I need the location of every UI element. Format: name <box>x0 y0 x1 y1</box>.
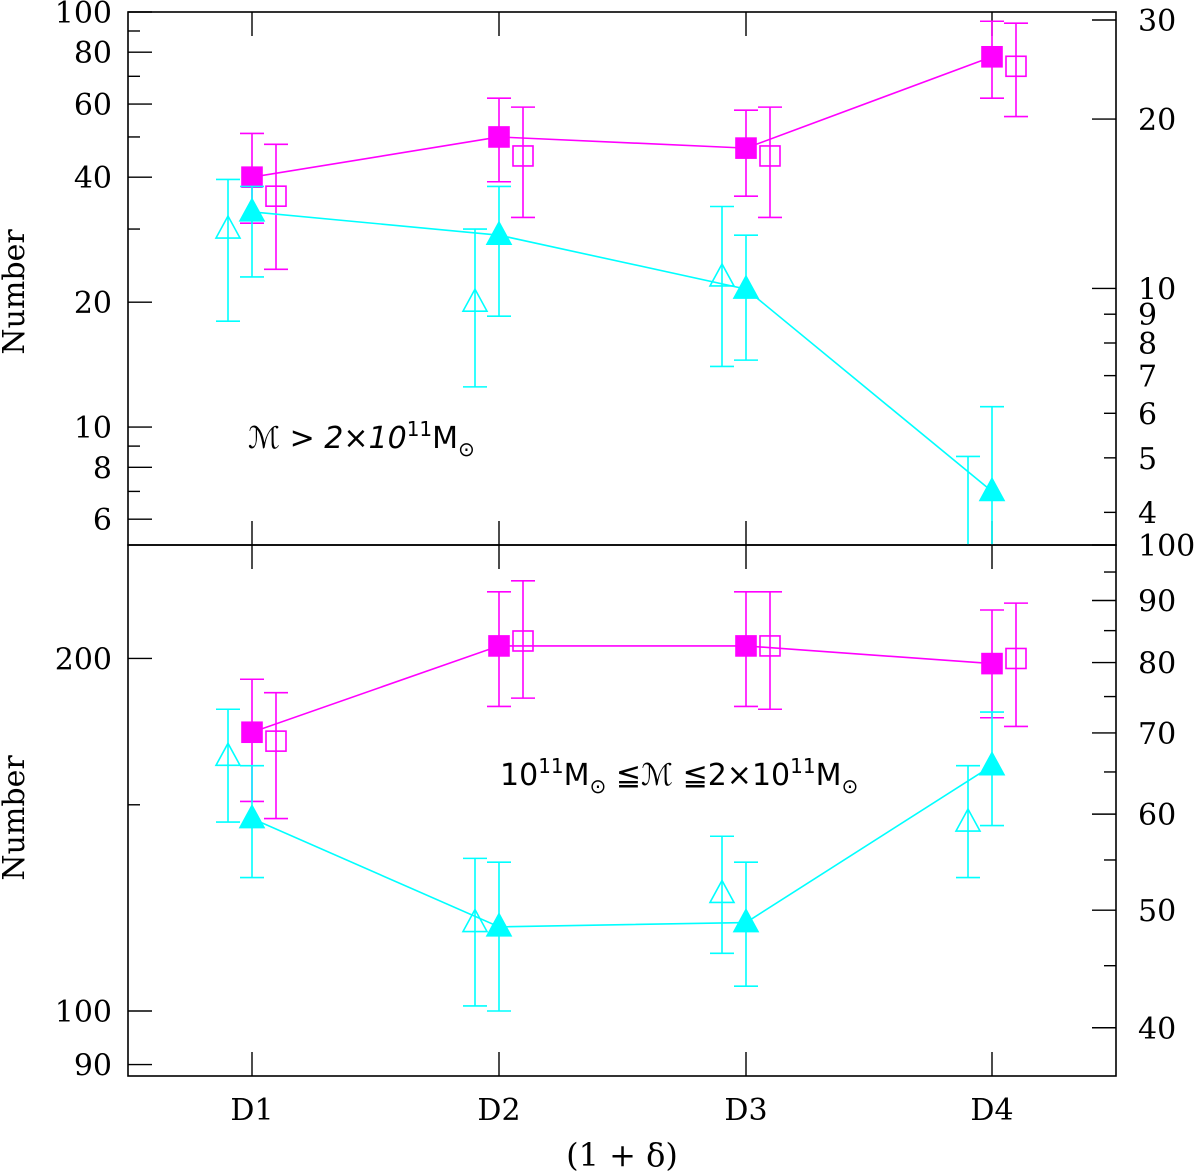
top-point-square <box>981 45 1003 68</box>
bottom-point-square <box>488 635 510 657</box>
bottom-series-filled-triangles <box>238 711 1006 1012</box>
bottom-y2-tick-label: 40 <box>1138 1012 1176 1047</box>
top-point-square <box>512 145 534 167</box>
top-point-triangle <box>485 220 513 245</box>
x-axis-label: (1 + δ) <box>566 1136 678 1174</box>
top-y-tick-label: 10 <box>74 411 112 446</box>
bottom-y-tick-label: 200 <box>55 642 112 677</box>
x-category-label: D4 <box>970 1093 1013 1128</box>
x-category-label: D2 <box>477 1093 520 1128</box>
bottom-point-triangle <box>485 912 513 937</box>
bottom-y-tick-label: 100 <box>55 995 112 1030</box>
bottom-panel-frame <box>127 544 1117 1077</box>
bottom-point-triangle <box>708 878 736 904</box>
bottom-point-triangle <box>461 907 489 933</box>
x-category-label: D1 <box>230 1093 273 1128</box>
top-series-open-triangles <box>214 178 980 545</box>
bottom-y2-tick-label: 60 <box>1138 798 1176 833</box>
bottom-y2-tick-label: 50 <box>1138 894 1176 929</box>
bottom-panel: 90 100 200 40 50 60 70 80 90 100 <box>55 529 1196 1084</box>
bottom-point-square <box>1005 647 1027 670</box>
annotation-bottom-exponent-2: 11 <box>790 754 815 778</box>
top-y2-tick-label: 5 <box>1138 442 1157 477</box>
bottom-point-square <box>759 635 781 657</box>
top-y2-tick-label: 7 <box>1138 360 1157 395</box>
y-axis-label-top: Number <box>0 229 32 355</box>
top-y2-tick-label: 9 <box>1138 298 1157 333</box>
top-point-triangle <box>461 287 489 312</box>
annotation-top: ℳ > 2×1011M⊙ <box>248 417 475 461</box>
bottom-point-triangle <box>214 741 242 767</box>
bottom-point-triangle <box>978 750 1006 776</box>
bottom-series-line <box>251 764 993 928</box>
bottom-point-triangle <box>732 907 760 933</box>
top-point-triangle <box>708 262 736 287</box>
top-y2-tick-label: 30 <box>1138 4 1176 39</box>
top-point-triangle <box>978 476 1006 502</box>
y-axis-label-bottom: Number <box>0 755 32 881</box>
bottom-point-triangle <box>238 803 266 829</box>
top-series-filled-squares <box>240 20 1004 224</box>
top-y-tick-label: 40 <box>74 161 112 196</box>
top-y-tick-label: 6 <box>93 503 112 538</box>
bottom-y2-tick-label: 100 <box>1138 529 1195 564</box>
bottom-point-square <box>241 721 263 744</box>
annotation-bottom-sun-symbol-1: ⊙ <box>590 774 607 798</box>
top-y2-tick-label: 10 <box>1138 272 1176 307</box>
x-axis: D1 D2 D3 D4 <box>230 1093 1013 1128</box>
annotation-bottom-exponent-1: 11 <box>538 754 563 778</box>
top-point-square <box>488 126 510 148</box>
top-point-square <box>1005 55 1027 78</box>
top-series-line <box>251 56 993 178</box>
bottom-y-tick-label: 90 <box>74 1049 112 1084</box>
bottom-series-line <box>251 645 993 733</box>
top-point-square <box>241 166 263 188</box>
top-y2-tick-label: 8 <box>1138 327 1157 362</box>
top-point-triangle <box>238 197 266 222</box>
annotation-bottom-prefix: 10 <box>500 758 538 793</box>
annotation-top-prefix: ℳ > 2×10 <box>248 421 407 456</box>
bottom-series-open-triangles <box>214 708 982 1007</box>
top-y-tick-label: 8 <box>93 451 112 486</box>
top-point-square <box>759 145 781 167</box>
bottom-point-triangle <box>954 807 982 832</box>
top-point-square <box>735 137 757 159</box>
top-y-tick-label: 100 <box>55 0 112 31</box>
top-series-filled-triangles <box>238 185 1006 545</box>
bottom-point-square <box>265 730 287 752</box>
top-point-triangle <box>214 214 242 239</box>
bottom-point-square <box>981 652 1003 675</box>
top-y2-tick-label: 6 <box>1138 397 1157 432</box>
bottom-point-square <box>512 630 534 652</box>
top-point-triangle <box>732 274 760 299</box>
bottom-y2-tick-label: 80 <box>1138 647 1176 682</box>
top-y2-tick-label: 20 <box>1138 103 1176 138</box>
annotation-bottom: 1011M⊙ ≦ℳ ≦2×1011M⊙ <box>500 754 858 798</box>
bottom-series-open-squares <box>264 580 1028 820</box>
bottom-point-square <box>735 635 757 657</box>
annotation-bottom-msun-1: M <box>564 758 590 793</box>
top-series-open-squares <box>264 22 1028 271</box>
x-category-label: D3 <box>724 1093 767 1128</box>
top-y2-tick-label: 4 <box>1138 496 1157 531</box>
annotation-bottom-sun-symbol-2: ⊙ <box>841 774 858 798</box>
annotation-top-sun-symbol: ⊙ <box>458 437 475 461</box>
top-y-tick-label: 80 <box>74 36 112 71</box>
annotation-bottom-middle: ≦ℳ ≦2×10 <box>606 758 790 793</box>
annotation-bottom-msun-2: M <box>816 758 842 793</box>
bottom-y2-tick-label: 70 <box>1138 717 1176 752</box>
top-y-tick-label: 20 <box>74 286 112 321</box>
top-series-line <box>251 211 993 493</box>
annotation-top-msun: M <box>432 421 458 456</box>
top-y-tick-label: 60 <box>74 88 112 123</box>
annotation-top-exponent: 11 <box>407 417 432 441</box>
top-point-square <box>265 185 287 207</box>
bottom-y2-tick-label: 90 <box>1138 585 1176 620</box>
